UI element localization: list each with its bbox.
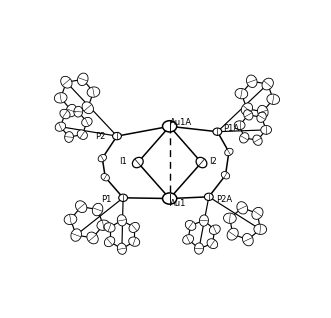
Ellipse shape xyxy=(132,157,143,168)
Ellipse shape xyxy=(117,243,126,254)
Ellipse shape xyxy=(235,88,248,99)
Ellipse shape xyxy=(71,229,81,241)
Ellipse shape xyxy=(65,132,73,142)
Ellipse shape xyxy=(60,109,70,119)
Ellipse shape xyxy=(257,112,266,122)
Ellipse shape xyxy=(221,172,230,179)
Ellipse shape xyxy=(243,233,253,246)
Ellipse shape xyxy=(210,225,220,234)
Ellipse shape xyxy=(244,110,253,120)
Ellipse shape xyxy=(61,76,72,88)
Ellipse shape xyxy=(104,223,115,232)
Ellipse shape xyxy=(55,122,66,131)
Ellipse shape xyxy=(240,133,249,143)
Ellipse shape xyxy=(129,237,140,246)
Ellipse shape xyxy=(185,220,196,230)
Text: I1: I1 xyxy=(119,157,127,166)
Ellipse shape xyxy=(252,207,263,219)
Ellipse shape xyxy=(195,243,204,254)
Ellipse shape xyxy=(113,132,121,140)
Ellipse shape xyxy=(213,128,222,135)
Ellipse shape xyxy=(223,213,236,223)
Text: P2A: P2A xyxy=(216,195,232,204)
Ellipse shape xyxy=(98,155,107,162)
Ellipse shape xyxy=(207,239,218,249)
Ellipse shape xyxy=(247,75,257,87)
Ellipse shape xyxy=(82,117,92,127)
Ellipse shape xyxy=(129,222,139,232)
Ellipse shape xyxy=(163,193,177,204)
Ellipse shape xyxy=(225,148,233,156)
Ellipse shape xyxy=(254,224,266,234)
Ellipse shape xyxy=(241,103,253,115)
Ellipse shape xyxy=(74,106,83,117)
Ellipse shape xyxy=(104,237,115,247)
Ellipse shape xyxy=(92,203,103,216)
Ellipse shape xyxy=(64,214,77,225)
Ellipse shape xyxy=(82,102,93,114)
Text: Au1: Au1 xyxy=(170,199,186,208)
Text: P2: P2 xyxy=(95,132,106,141)
Ellipse shape xyxy=(75,201,87,212)
Ellipse shape xyxy=(196,157,207,168)
Ellipse shape xyxy=(237,202,248,214)
Ellipse shape xyxy=(54,93,67,103)
Text: P1A: P1A xyxy=(223,124,239,133)
Ellipse shape xyxy=(234,121,245,130)
Ellipse shape xyxy=(87,232,98,244)
Ellipse shape xyxy=(261,126,271,134)
Ellipse shape xyxy=(258,105,268,118)
Ellipse shape xyxy=(117,215,126,226)
Ellipse shape xyxy=(205,193,213,201)
Ellipse shape xyxy=(77,73,88,86)
Ellipse shape xyxy=(267,94,280,104)
Ellipse shape xyxy=(227,228,238,240)
Ellipse shape xyxy=(262,78,273,90)
Text: I2: I2 xyxy=(209,157,216,166)
Text: P1: P1 xyxy=(101,195,112,204)
Ellipse shape xyxy=(119,194,127,202)
Text: Au1A: Au1A xyxy=(170,118,192,127)
Ellipse shape xyxy=(87,87,100,97)
Ellipse shape xyxy=(77,130,87,139)
Ellipse shape xyxy=(101,174,110,181)
Ellipse shape xyxy=(253,135,262,145)
Ellipse shape xyxy=(97,220,110,230)
Ellipse shape xyxy=(163,121,177,132)
Ellipse shape xyxy=(199,215,209,226)
Ellipse shape xyxy=(66,104,77,117)
Ellipse shape xyxy=(183,235,194,244)
